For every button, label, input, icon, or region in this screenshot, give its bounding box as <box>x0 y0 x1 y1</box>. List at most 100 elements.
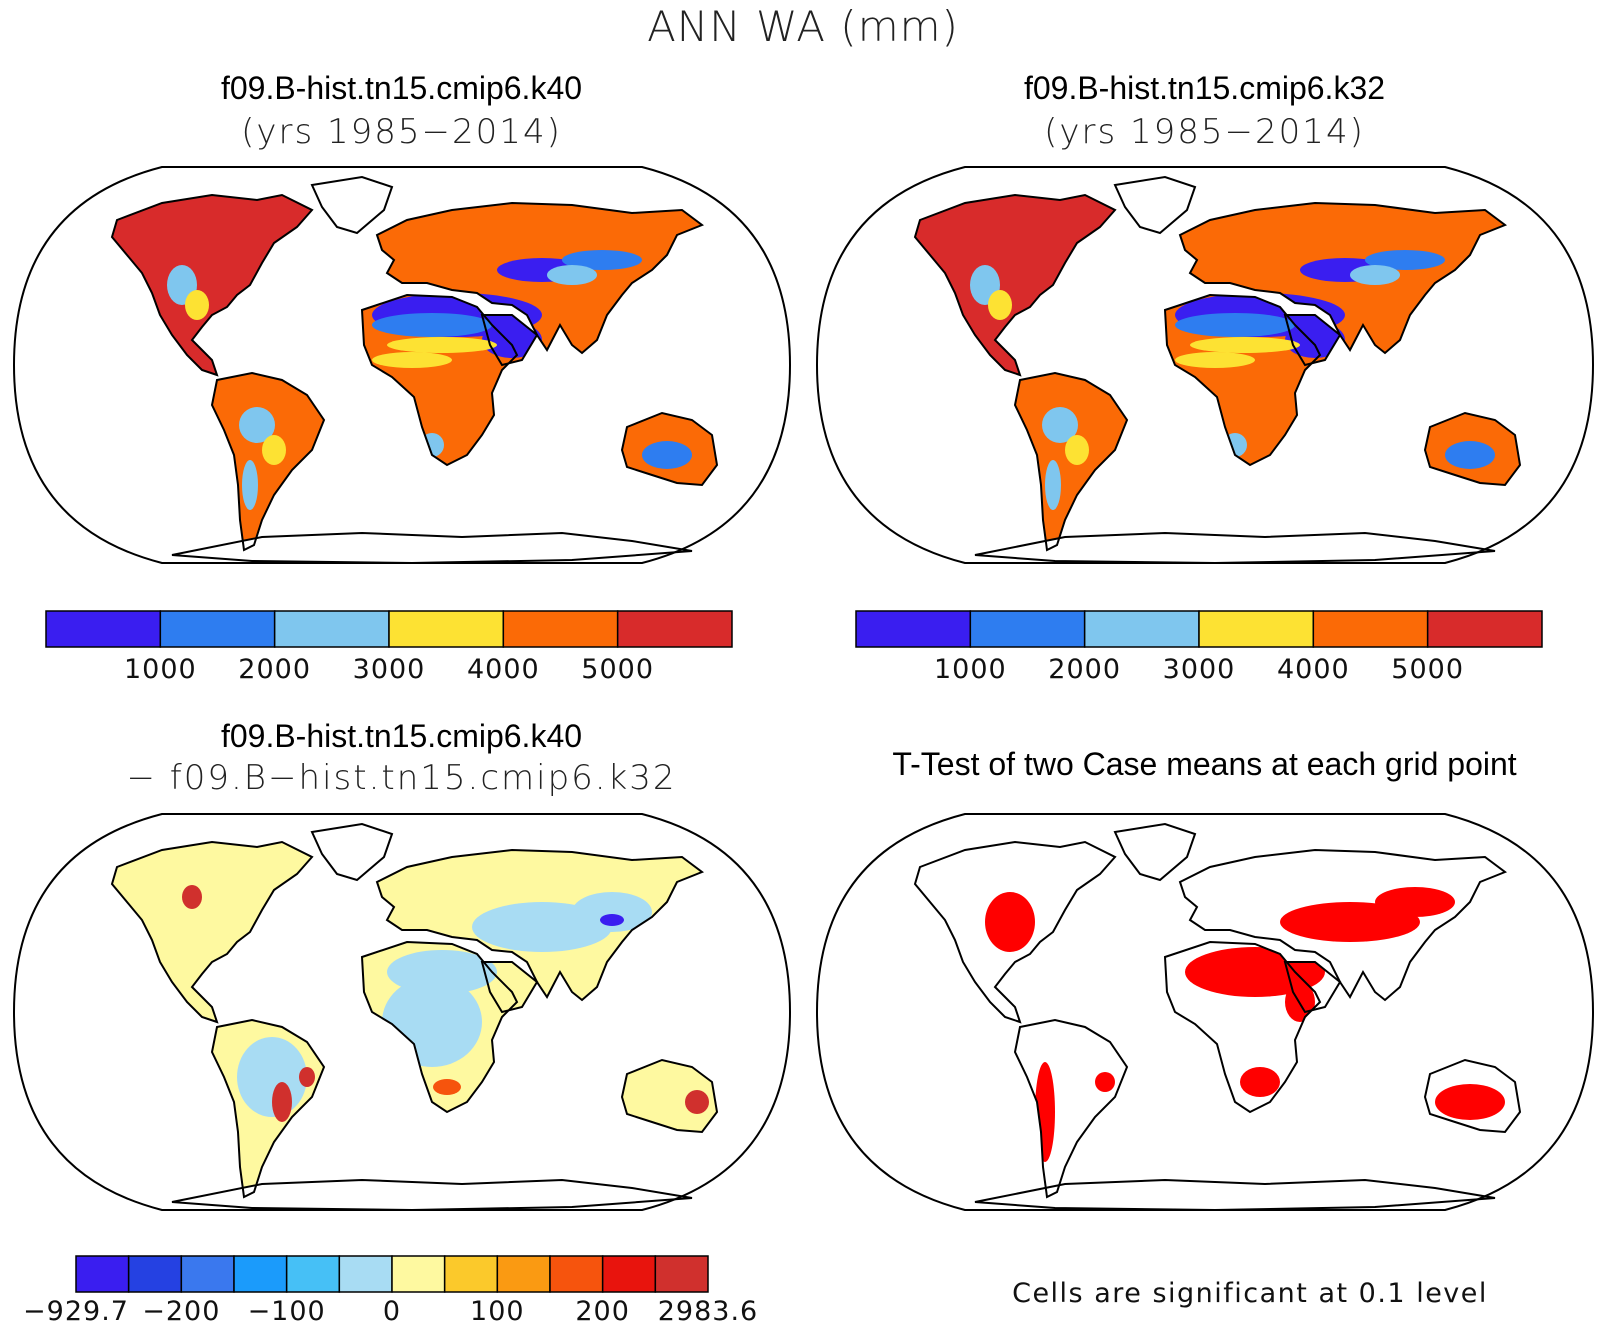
panel1-title: f09.B-hist.tn15.cmip6.k40 <box>220 70 583 106</box>
colorbar-swatch <box>502 610 619 648</box>
field-patch <box>1280 902 1420 942</box>
coastline-samerica <box>210 371 326 552</box>
field-patch <box>1365 250 1445 270</box>
colorbar3-tick-label: −100 <box>247 1296 326 1327</box>
field-patch <box>1095 1072 1115 1092</box>
coastline-namerica <box>913 193 1117 377</box>
colorbar1-tick-label: 2000 <box>238 654 312 685</box>
map-frame <box>12 166 792 564</box>
colorbar2-tick-label: 1000 <box>933 654 1007 685</box>
field-patch <box>1350 265 1400 285</box>
field-patch <box>1065 435 1089 465</box>
coastline-eurasia <box>375 201 705 355</box>
field-patch <box>1175 352 1255 368</box>
land-antarctica <box>172 533 692 563</box>
land-namerica <box>915 195 1115 375</box>
colorbar3-tick-label: 100 <box>470 1296 525 1327</box>
field-patch <box>600 914 624 926</box>
colorbar-swatch <box>75 1255 130 1293</box>
colorbar-swatch <box>1312 610 1429 648</box>
colorbar1-tick-label: 1000 <box>123 654 197 685</box>
field-patch <box>1375 887 1455 917</box>
colorbar3-tick-label: 0 <box>382 1296 402 1327</box>
coastline-greenland <box>310 175 394 235</box>
field-patch <box>1175 313 1295 337</box>
field-patch <box>642 441 692 469</box>
land-greenland <box>312 177 392 233</box>
panel1-subtitle: (yrs 1985−2014) <box>241 112 562 152</box>
coastline-greenland <box>1113 822 1197 882</box>
map-panel-1 <box>12 166 792 565</box>
field-patch <box>1042 407 1078 443</box>
colorbar-swatch <box>338 1255 393 1293</box>
field-patch <box>202 854 282 890</box>
coastline-australia <box>620 1058 719 1134</box>
coastline-namerica <box>110 193 314 377</box>
colorbar-swatch <box>601 1255 657 1293</box>
field-patch <box>572 892 652 932</box>
map-panel-2 <box>815 166 1595 565</box>
significance-note: Cells are significant at 0.1 level <box>1012 1278 1488 1309</box>
panel2-title: f09.B-hist.tn15.cmip6.k32 <box>1023 70 1386 106</box>
field-patch <box>1435 1084 1505 1120</box>
colorbar-swatch <box>45 610 162 648</box>
colorbar3-tick-label: −929.7 <box>23 1296 129 1327</box>
colorbar-swatch <box>443 1255 499 1293</box>
coastline-africa <box>1163 940 1322 1114</box>
field-patch <box>433 1079 461 1095</box>
coastline-arabia <box>480 314 539 367</box>
land-africa <box>362 295 517 465</box>
colorbar-swatch <box>273 610 390 648</box>
field-patch <box>242 460 258 510</box>
colorbar2-tick-label: 2000 <box>1048 654 1122 685</box>
field-patch <box>185 290 209 320</box>
map-frame <box>815 166 1595 564</box>
field-patch <box>509 1012 525 1032</box>
panel4-title: T-Test of two Case means at each grid po… <box>892 746 1517 782</box>
coastline-eurasia <box>1178 848 1508 1002</box>
field-patch <box>387 950 497 994</box>
coastline-namerica <box>110 840 314 1024</box>
colorbar-swatch <box>496 1255 551 1293</box>
colorbar-swatch <box>388 610 505 648</box>
coastline-samerica <box>1013 1018 1129 1199</box>
colorbar2-tick-label: 4000 <box>1276 654 1350 685</box>
coastline-samerica <box>210 1018 326 1199</box>
panel2-subtitle: (yrs 1985−2014) <box>1044 112 1365 152</box>
coastline-greenland <box>310 822 394 882</box>
colorbar1-tick-label: 3000 <box>352 654 426 685</box>
panel3-subtitle: − f09.B−hist.tn15.cmip6.k32 <box>126 758 677 798</box>
coastline-eurasia <box>375 848 705 1002</box>
field-patch <box>182 885 202 909</box>
coastline-samerica <box>1013 371 1129 552</box>
colorbar-swatch <box>1083 610 1200 648</box>
field-patch <box>272 1082 292 1122</box>
field-patch <box>685 1090 709 1114</box>
colorbar1-tick-label: 4000 <box>466 654 540 685</box>
field-patch <box>172 892 232 952</box>
land-antarctica <box>975 1180 1495 1210</box>
field-patch <box>1240 1067 1280 1097</box>
field-patch <box>239 407 275 443</box>
coastline-arabia <box>1283 314 1342 367</box>
colorbar-panel-1 <box>45 610 733 648</box>
colorbar-swatch <box>1426 610 1543 648</box>
colorbar-panel-3 <box>75 1255 709 1293</box>
colorbar-swatch <box>1198 610 1315 648</box>
colorbar-swatch <box>549 1255 604 1293</box>
panel3-title: f09.B-hist.tn15.cmip6.k40 <box>220 718 583 754</box>
land-samerica <box>1015 1020 1127 1197</box>
colorbar-swatch <box>855 610 972 648</box>
field-patch <box>988 290 1012 320</box>
colorbar-swatch <box>969 610 1086 648</box>
coastline-eurasia <box>1178 201 1508 355</box>
field-patch <box>299 1067 315 1087</box>
land-namerica <box>112 195 312 375</box>
colorbar3-tick-label: 2983.6 <box>657 1296 759 1327</box>
map-panel-4 <box>815 813 1595 1212</box>
colorbar3-tick-label: −200 <box>142 1296 221 1327</box>
colorbar-swatch <box>285 1255 341 1293</box>
colorbar-swatch <box>159 610 276 648</box>
field-patch <box>1045 460 1061 510</box>
map-panel-3 <box>12 813 792 1212</box>
